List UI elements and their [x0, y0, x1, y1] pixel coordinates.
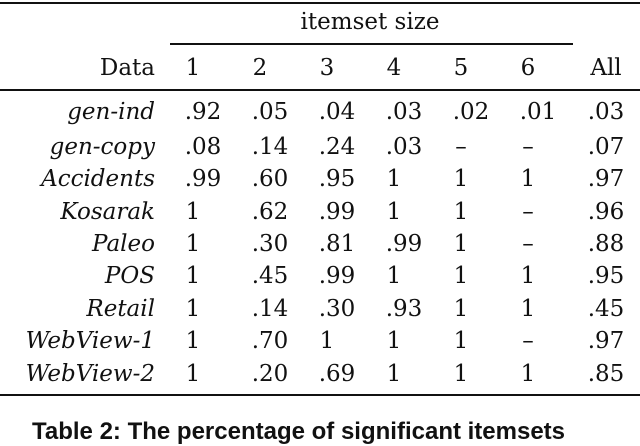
table-cell: .24 [318, 134, 356, 160]
table-cell: .07 [587, 134, 625, 160]
table-cell: 1 [453, 166, 469, 192]
table-cell: .04 [318, 99, 356, 125]
dataset-name: WebView-1 [25, 328, 155, 354]
table-cell: .85 [587, 361, 625, 387]
dataset-name: POS [104, 263, 155, 289]
table-cell: 1 [453, 328, 469, 354]
table-cell: .08 [184, 134, 222, 160]
table-cell: – [522, 231, 534, 257]
table-cell: .93 [385, 296, 423, 322]
column-header: 1 [185, 55, 201, 81]
table-cell: 1 [386, 199, 402, 225]
table-cell: 1 [520, 296, 536, 322]
table-cell: .45 [587, 296, 625, 322]
table-cell: .03 [587, 99, 625, 125]
table-cell: 1 [520, 166, 536, 192]
table-cell: .99 [318, 199, 356, 225]
table-cell: 1 [185, 328, 201, 354]
dataset-name: Paleo [92, 231, 155, 257]
dataset-name: Kosarak [60, 199, 155, 225]
table-cell: .92 [184, 99, 222, 125]
table-cell: 1 [520, 263, 536, 289]
table-cell: – [455, 134, 467, 160]
table-cell: .45 [251, 263, 289, 289]
table-cell: .69 [318, 361, 356, 387]
dataset-name: gen-ind [67, 99, 155, 125]
table-cell: 1 [185, 263, 201, 289]
table-cell: .02 [452, 99, 490, 125]
column-header: 3 [319, 55, 335, 81]
table-cell: .88 [587, 231, 625, 257]
table-cell: .97 [587, 328, 625, 354]
column-header: All [590, 55, 622, 81]
dataset-name: Accidents [41, 166, 155, 192]
column-header: 5 [453, 55, 469, 81]
table-cell: 1 [453, 199, 469, 225]
table-cell: – [522, 134, 534, 160]
table-cell: .95 [587, 263, 625, 289]
dataset-name: WebView-2 [25, 361, 155, 387]
table-cell: .60 [251, 166, 289, 192]
table-cell: .14 [251, 134, 289, 160]
table-cell: .03 [385, 134, 423, 160]
table-cell: 1 [453, 361, 469, 387]
table-caption: Table 2: The percentage of significant i… [32, 418, 566, 445]
table-bottom-rule [0, 394, 640, 396]
table-cell: .20 [251, 361, 289, 387]
group-header: itemset size [300, 9, 440, 35]
table-cell: .95 [318, 166, 356, 192]
table-cell: .81 [318, 231, 356, 257]
table-cell: .30 [251, 231, 289, 257]
table-cell: .99 [385, 231, 423, 257]
table-cell: – [522, 328, 534, 354]
table-top-rule [0, 2, 640, 4]
table-mid-rule [0, 89, 640, 91]
table-cell: .99 [318, 263, 356, 289]
dataset-name: Retail [86, 296, 155, 322]
table-cell: – [522, 199, 534, 225]
row-header-label: Data [99, 55, 155, 81]
table-cell: .03 [385, 99, 423, 125]
table-cell: .99 [184, 166, 222, 192]
table-cell: .01 [519, 99, 557, 125]
table-cell: .96 [587, 199, 625, 225]
table-cell: 1 [185, 199, 201, 225]
table-cell: 1 [185, 361, 201, 387]
column-header: 2 [252, 55, 268, 81]
table-cell: 1 [185, 231, 201, 257]
group-header-rule [170, 43, 573, 45]
table-cell: 1 [386, 166, 402, 192]
table-cell: 1 [319, 328, 335, 354]
column-header: 4 [386, 55, 402, 81]
table-cell: 1 [185, 296, 201, 322]
table-cell: 1 [453, 263, 469, 289]
table-cell: .14 [251, 296, 289, 322]
table-cell: 1 [386, 328, 402, 354]
table-cell: 1 [520, 361, 536, 387]
table-cell: 1 [453, 296, 469, 322]
table-cell: 1 [386, 263, 402, 289]
column-header: 6 [520, 55, 536, 81]
table-cell: .62 [251, 199, 289, 225]
dataset-name: gen-copy [49, 134, 155, 160]
table-cell: .05 [251, 99, 289, 125]
table-cell: .70 [251, 328, 289, 354]
table-cell: 1 [386, 361, 402, 387]
table-cell: 1 [453, 231, 469, 257]
table-cell: .97 [587, 166, 625, 192]
table-cell: .30 [318, 296, 356, 322]
